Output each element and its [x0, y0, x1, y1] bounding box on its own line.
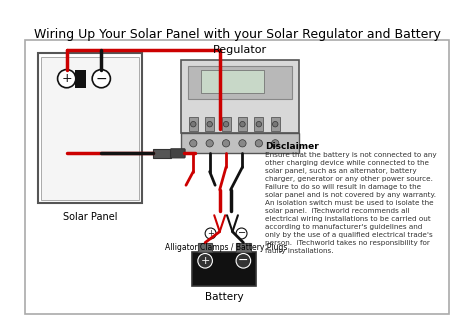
FancyBboxPatch shape	[221, 117, 231, 132]
FancyBboxPatch shape	[181, 60, 299, 133]
Text: −: −	[237, 228, 246, 238]
Circle shape	[198, 254, 212, 268]
Text: +: +	[61, 72, 72, 85]
FancyBboxPatch shape	[171, 149, 185, 158]
Text: −: −	[95, 72, 107, 86]
Text: Battery: Battery	[205, 292, 244, 302]
FancyBboxPatch shape	[198, 242, 212, 252]
Circle shape	[206, 140, 213, 147]
Circle shape	[256, 122, 262, 127]
FancyBboxPatch shape	[271, 117, 280, 132]
Circle shape	[239, 140, 246, 147]
Circle shape	[222, 140, 230, 147]
FancyBboxPatch shape	[201, 69, 264, 93]
FancyBboxPatch shape	[238, 117, 247, 132]
Circle shape	[190, 140, 197, 147]
Text: Solar Panel: Solar Panel	[63, 212, 117, 222]
FancyBboxPatch shape	[153, 149, 172, 158]
Text: +: +	[201, 256, 210, 266]
Text: +: +	[207, 229, 214, 238]
Text: Ensure that the battery is not connected to any
other charging device while conn: Ensure that the battery is not connected…	[265, 152, 437, 255]
Circle shape	[57, 69, 76, 88]
Circle shape	[191, 122, 196, 127]
FancyBboxPatch shape	[189, 117, 198, 132]
Text: Alligator Clamps / Battery Plugs: Alligator Clamps / Battery Plugs	[165, 242, 287, 252]
FancyBboxPatch shape	[75, 69, 86, 88]
Circle shape	[205, 228, 216, 239]
Text: −: −	[238, 254, 249, 267]
Circle shape	[273, 122, 278, 127]
Circle shape	[255, 140, 263, 147]
Circle shape	[92, 69, 110, 88]
FancyBboxPatch shape	[37, 53, 142, 203]
Circle shape	[223, 122, 229, 127]
FancyBboxPatch shape	[41, 57, 138, 200]
FancyBboxPatch shape	[192, 252, 256, 286]
Circle shape	[236, 228, 247, 239]
FancyBboxPatch shape	[236, 242, 251, 252]
FancyBboxPatch shape	[188, 66, 292, 99]
Circle shape	[240, 122, 245, 127]
FancyBboxPatch shape	[181, 133, 299, 153]
Text: Wiring Up Your Solar Panel with your Solar Regulator and Battery: Wiring Up Your Solar Panel with your Sol…	[34, 28, 440, 41]
FancyBboxPatch shape	[255, 117, 264, 132]
Circle shape	[207, 122, 212, 127]
Text: Disclaimer: Disclaimer	[265, 142, 319, 151]
Text: Regulator: Regulator	[213, 45, 267, 55]
Circle shape	[272, 140, 279, 147]
FancyBboxPatch shape	[205, 117, 214, 132]
Circle shape	[236, 254, 251, 268]
